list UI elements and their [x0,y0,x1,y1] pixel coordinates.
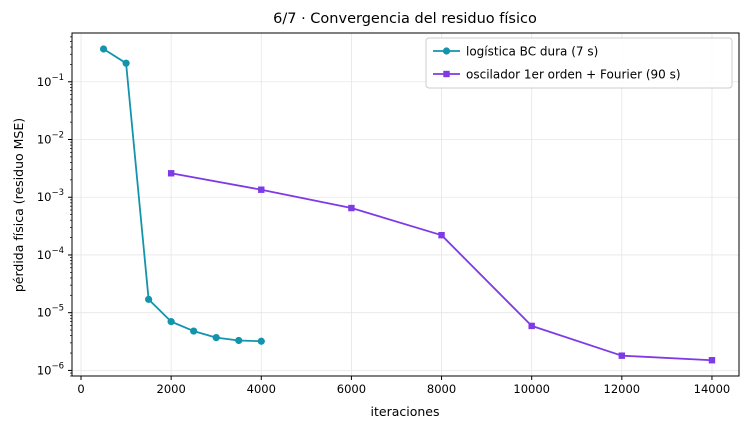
y-tick-exponent: −1 [51,73,64,83]
y-tick-label: 10−3 [37,188,64,204]
legend-item: oscilador 1er orden + Fourier (90 s) [433,68,681,82]
data-point [618,352,626,359]
legend-swatch-marker [442,47,451,55]
y-tick-exponent: −3 [51,188,64,198]
data-point [167,170,175,177]
y-tick-exponent: −5 [51,304,64,314]
legend-label: oscilador 1er orden + Fourier (90 s) [466,68,681,82]
y-tick-base: 10 [37,190,52,204]
y-tick-base: 10 [37,133,52,147]
y-tick-base: 10 [37,363,52,377]
y-tick-label: 10−6 [37,361,64,377]
data-point [348,204,355,212]
data-point [235,336,243,345]
x-tick-label: 12000 [604,382,641,396]
x-tick-label: 14000 [694,382,731,396]
y-tick-label: 10−4 [37,246,64,262]
data-point [438,231,445,239]
x-tick-label: 2000 [157,382,186,396]
y-tick-base: 10 [37,306,52,320]
data-point [258,186,265,193]
y-tick-label: 10−5 [37,304,64,320]
data-point [145,295,153,303]
series-1 [99,45,265,345]
series-line [103,48,262,343]
chart-title: 6/7 · Convergencia del residuo físico [273,11,537,27]
legend-item: logística BC dura (7 s) [433,45,598,59]
y-tick-base: 10 [37,248,52,262]
data-point [167,318,175,326]
legend-swatch-marker [443,70,450,78]
series-2 [167,170,716,364]
x-axis: 0 2000 4000 6000 8000 10000 12000 14000 [77,376,730,396]
x-tick-label: 8000 [427,382,456,396]
y-tick-exponent: −2 [51,131,64,141]
data-point [99,45,108,53]
y-tick-exponent: −6 [51,361,64,371]
data-point [212,334,220,342]
legend-box [425,37,733,89]
data-point [528,322,535,330]
data-point [708,357,716,364]
plot-frame [71,32,740,377]
x-tick-label: 6000 [337,382,366,396]
x-axis-label: iteraciones [371,404,440,419]
y-axis: 10−610−510−410−310−210−1 [37,36,72,377]
data-point [190,327,198,335]
y-axis-label: pérdida física (residuo MSE) [11,118,26,292]
series-layer [99,45,716,364]
legend: logística BC dura (7 s) oscilador 1er ord… [425,37,733,89]
y-tick-label: 10−1 [37,73,64,89]
x-tick-label: 0 [77,382,84,396]
y-tick-label: 10−2 [37,131,64,147]
y-tick-exponent: −4 [51,246,64,256]
x-tick-label: 10000 [513,382,550,396]
x-tick-label: 4000 [247,382,276,396]
data-point [257,337,265,345]
data-point [122,59,130,67]
legend-label: logística BC dura (7 s) [466,45,598,59]
y-tick-base: 10 [37,75,52,89]
